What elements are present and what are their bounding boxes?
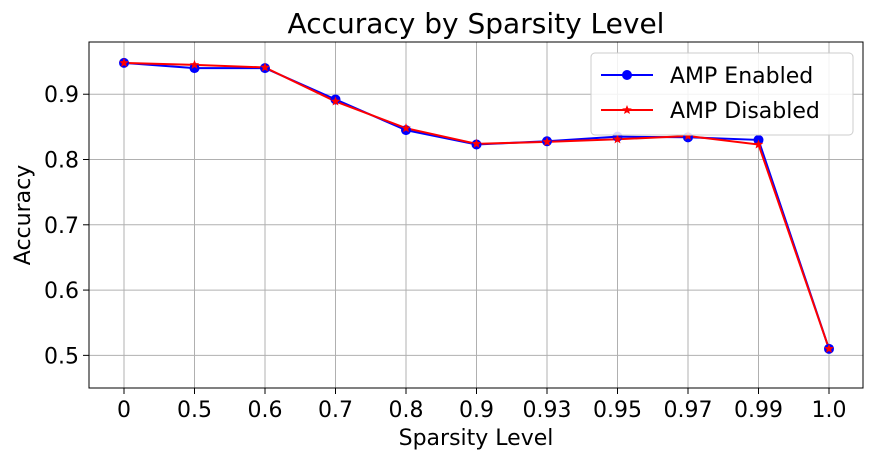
x-tick-label: 0.5 — [177, 398, 212, 423]
legend-marker-amp-enabled — [622, 70, 632, 80]
x-axis-ticks: 0 0.5 0.6 0.7 0.8 0.9 0.93 0.95 0.97 0.99 1.0 — [117, 388, 847, 423]
x-tick-label: 0.9 — [459, 398, 494, 423]
data-point — [330, 96, 341, 106]
data-point — [612, 134, 623, 144]
data-point — [119, 57, 129, 67]
y-tick-label: 0.6 — [44, 279, 79, 304]
data-point — [260, 62, 270, 72]
data-point — [542, 136, 552, 146]
x-tick-label: 0.97 — [664, 398, 713, 423]
x-tick-label: 0.95 — [593, 398, 642, 423]
data-point — [401, 123, 411, 133]
data-point — [189, 63, 200, 74]
data-point — [753, 139, 764, 149]
y-tick-label: 0.5 — [44, 344, 79, 369]
x-tick-label: 1.0 — [812, 398, 847, 423]
legend-label-amp-enabled: AMP Enabled — [670, 64, 813, 89]
legend-marker-amp-disabled — [622, 105, 632, 115]
y-axis-label: Accuracy — [11, 165, 36, 265]
x-tick-label: 0.6 — [248, 398, 283, 423]
x-tick-label: 0.8 — [389, 398, 424, 423]
chart-title: Accuracy by Sparsity Level — [288, 7, 665, 40]
x-tick-label: 0 — [117, 398, 131, 423]
x-tick-label: 0.7 — [318, 398, 353, 423]
legend-box — [590, 52, 854, 136]
legend-label-amp-disabled: AMP Disabled — [670, 99, 820, 124]
y-tick-label: 0.7 — [44, 214, 79, 239]
x-tick-label: 0.93 — [523, 398, 572, 423]
data-point — [189, 59, 200, 69]
data-point — [683, 131, 693, 141]
data-point — [471, 138, 482, 148]
legend: AMP Enabled AMP Disabled — [590, 52, 854, 136]
y-axis-ticks: 0.5 0.6 0.7 0.8 0.9 — [44, 83, 89, 369]
x-tick-label: 0.99 — [734, 398, 783, 423]
y-tick-label: 0.8 — [44, 149, 79, 174]
x-axis-label: Sparsity Level — [399, 426, 554, 451]
y-tick-label: 0.9 — [44, 83, 79, 108]
data-point — [824, 343, 834, 353]
